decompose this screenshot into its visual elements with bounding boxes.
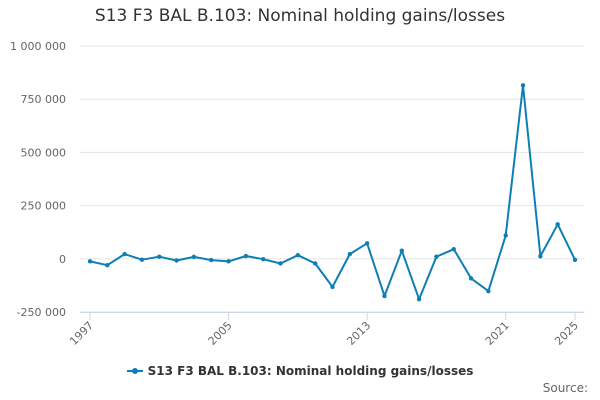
data-point[interactable]: [312, 261, 318, 266]
grid-lines: [80, 45, 584, 313]
data-point[interactable]: [105, 262, 110, 268]
y-axis: 1 000 000 750 000 500 000 250 000 0 -250 000: [10, 40, 66, 319]
y-tick-label: 500 000: [21, 146, 67, 159]
data-point[interactable]: [174, 258, 179, 263]
x-tick-label: 2013: [344, 319, 373, 348]
data-point[interactable]: [572, 257, 578, 263]
data-point[interactable]: [226, 259, 231, 264]
chart-title: S13 F3 BAL B.103: Nominal holding gains/…: [94, 6, 506, 26]
y-tick-label: 750 000: [21, 93, 67, 106]
legend[interactable]: S13 F3 BAL B.103: Nominal holding gains/…: [0, 364, 600, 378]
x-tick-label: 2025: [552, 319, 581, 348]
data-point[interactable]: [538, 254, 543, 259]
data-point[interactable]: [382, 293, 387, 299]
data-point[interactable]: [364, 241, 370, 246]
series-layer: [87, 83, 578, 302]
data-point[interactable]: [520, 83, 526, 88]
data-point[interactable]: [122, 251, 127, 257]
x-axis: 1997 2005 2013 2021 2025: [67, 312, 584, 348]
data-point[interactable]: [139, 257, 145, 262]
data-point[interactable]: [209, 257, 214, 263]
x-tick-label: 2005: [206, 319, 235, 348]
data-point[interactable]: [191, 254, 197, 260]
legend-swatch: [126, 367, 143, 374]
data-point[interactable]: [468, 276, 474, 281]
source-label[interactable]: Source:: [542, 381, 588, 395]
data-point[interactable]: [278, 261, 283, 266]
data-point[interactable]: [486, 288, 491, 294]
y-tick-label: 250 000: [21, 200, 67, 213]
data-point[interactable]: [399, 248, 404, 253]
y-tick-label: 0: [59, 253, 66, 266]
data-point[interactable]: [157, 254, 162, 259]
data-point[interactable]: [347, 251, 353, 257]
data-point[interactable]: [503, 233, 508, 238]
data-point[interactable]: [555, 222, 560, 227]
y-tick-label: -250 000: [17, 306, 66, 319]
x-tick-label: 2021: [483, 319, 512, 348]
data-point[interactable]: [295, 252, 301, 258]
series-line: [89, 84, 576, 301]
data-point[interactable]: [87, 259, 93, 264]
data-point[interactable]: [451, 247, 456, 252]
y-tick-label: 1 000 000: [10, 40, 66, 53]
x-tick-label: 1997: [67, 319, 96, 348]
data-point[interactable]: [416, 297, 422, 302]
data-point[interactable]: [434, 254, 439, 259]
legend-label: S13 F3 BAL B.103: Nominal holding gains/…: [147, 364, 474, 378]
data-point[interactable]: [243, 253, 249, 259]
data-point[interactable]: [261, 257, 266, 262]
data-point[interactable]: [330, 284, 335, 290]
